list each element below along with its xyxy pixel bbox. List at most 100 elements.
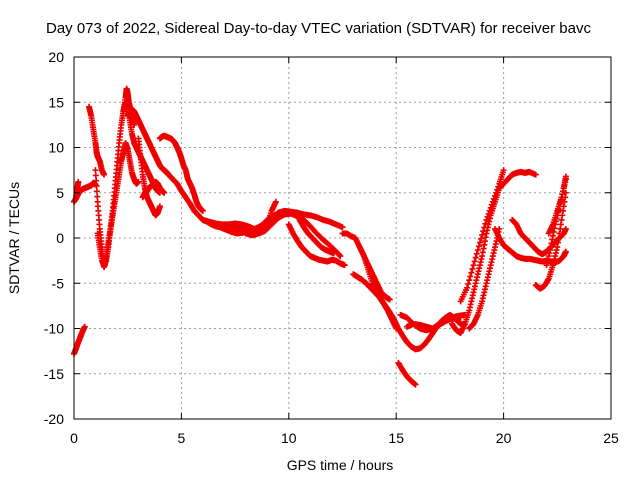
chart-title: Day 073 of 2022, Sidereal Day-to-day VTE… bbox=[46, 20, 591, 37]
data-point bbox=[500, 167, 507, 174]
series-arc-30 bbox=[532, 189, 569, 292]
series-arc-32 bbox=[545, 176, 569, 237]
x-tick-label: 5 bbox=[178, 430, 186, 446]
data-point bbox=[484, 213, 491, 220]
data-point bbox=[272, 198, 279, 205]
data-point bbox=[562, 225, 569, 232]
y-tick-label: 15 bbox=[48, 94, 64, 110]
series-arc-17 bbox=[285, 221, 348, 269]
series-arc-10 bbox=[139, 178, 168, 201]
x-tick-label: 20 bbox=[496, 430, 512, 446]
data-point bbox=[161, 189, 168, 196]
y-axis-label: SDTVAR / TECUs bbox=[6, 182, 22, 294]
data-point bbox=[475, 243, 482, 250]
series-arc-4 bbox=[86, 103, 108, 178]
series-arc-29 bbox=[509, 216, 569, 258]
data-point bbox=[455, 316, 462, 323]
series-arc-3 bbox=[73, 178, 82, 201]
data-point bbox=[480, 228, 487, 235]
data-point bbox=[93, 188, 100, 195]
x-axis-label: GPS time / hours bbox=[287, 457, 394, 473]
data-point bbox=[494, 186, 501, 193]
data-point bbox=[482, 220, 489, 227]
series-arc-26 bbox=[457, 167, 507, 305]
y-tick-label: 20 bbox=[48, 49, 64, 65]
data-point bbox=[532, 171, 539, 178]
x-tick-label: 10 bbox=[281, 430, 297, 446]
data-point bbox=[466, 277, 473, 284]
data-point bbox=[92, 172, 99, 179]
series-arc-22 bbox=[395, 359, 419, 388]
x-tick-label: 25 bbox=[603, 430, 619, 446]
data-point bbox=[493, 189, 500, 196]
y-tick-label: 0 bbox=[56, 230, 64, 246]
data-point bbox=[476, 239, 483, 246]
series-arc-7 bbox=[120, 85, 138, 128]
data-point bbox=[94, 193, 101, 200]
data-point bbox=[470, 262, 477, 269]
x-tick-label: 15 bbox=[388, 430, 404, 446]
data-point bbox=[393, 325, 400, 332]
series-arc-21 bbox=[356, 244, 393, 303]
series-arc-27 bbox=[466, 225, 503, 332]
y-tick-label: -5 bbox=[52, 275, 65, 291]
data-point bbox=[75, 178, 82, 185]
data-points bbox=[71, 85, 569, 388]
x-tick-label: 0 bbox=[70, 430, 78, 446]
y-tick-label: -20 bbox=[44, 411, 64, 427]
data-point bbox=[492, 192, 499, 199]
data-point bbox=[488, 201, 495, 208]
data-point bbox=[481, 224, 488, 231]
data-point bbox=[469, 265, 476, 272]
series-arc-14 bbox=[221, 215, 277, 237]
data-point bbox=[101, 171, 108, 178]
data-point bbox=[386, 296, 393, 303]
series-arc-16 bbox=[275, 207, 346, 231]
data-point bbox=[464, 284, 471, 291]
series-arc-9 bbox=[135, 135, 163, 219]
series-arc-20 bbox=[350, 271, 400, 332]
y-tick-label: 5 bbox=[56, 185, 64, 201]
data-point bbox=[562, 176, 569, 183]
data-point bbox=[337, 253, 344, 260]
grid-lines bbox=[74, 57, 611, 419]
data-point bbox=[479, 231, 486, 238]
series-arc-24 bbox=[403, 315, 462, 332]
data-point bbox=[93, 182, 100, 189]
data-point bbox=[135, 178, 142, 185]
data-point bbox=[339, 224, 346, 231]
data-point bbox=[81, 323, 88, 330]
series-arc-28 bbox=[492, 225, 569, 266]
data-point bbox=[92, 167, 99, 174]
y-tick-label: -15 bbox=[44, 366, 64, 382]
y-tick-label: -10 bbox=[44, 321, 64, 337]
data-point bbox=[131, 121, 138, 128]
axis-ticks: 0 5 10 15 20 25 -20 -15 -10 -5 0 5 10 15 20 bbox=[44, 49, 619, 446]
data-point bbox=[490, 195, 497, 202]
data-point bbox=[471, 258, 478, 265]
data-point bbox=[495, 183, 502, 190]
data-point bbox=[468, 269, 475, 276]
data-point bbox=[341, 262, 348, 269]
series-arc-18 bbox=[296, 216, 337, 257]
data-point bbox=[487, 204, 494, 211]
data-point bbox=[467, 273, 474, 280]
data-point bbox=[412, 381, 419, 388]
data-point bbox=[465, 281, 472, 288]
data-point bbox=[478, 235, 485, 242]
data-point bbox=[472, 254, 479, 261]
data-point bbox=[93, 177, 100, 184]
data-point bbox=[562, 248, 569, 255]
data-point bbox=[330, 250, 337, 257]
data-point bbox=[156, 203, 163, 210]
data-point bbox=[474, 247, 481, 254]
data-point bbox=[489, 198, 496, 205]
data-point bbox=[199, 207, 206, 214]
y-tick-label: 10 bbox=[48, 140, 64, 156]
data-point bbox=[486, 207, 493, 214]
data-point bbox=[473, 250, 480, 257]
data-point bbox=[485, 210, 492, 217]
series-arc-11 bbox=[156, 132, 206, 214]
data-point bbox=[483, 216, 490, 223]
